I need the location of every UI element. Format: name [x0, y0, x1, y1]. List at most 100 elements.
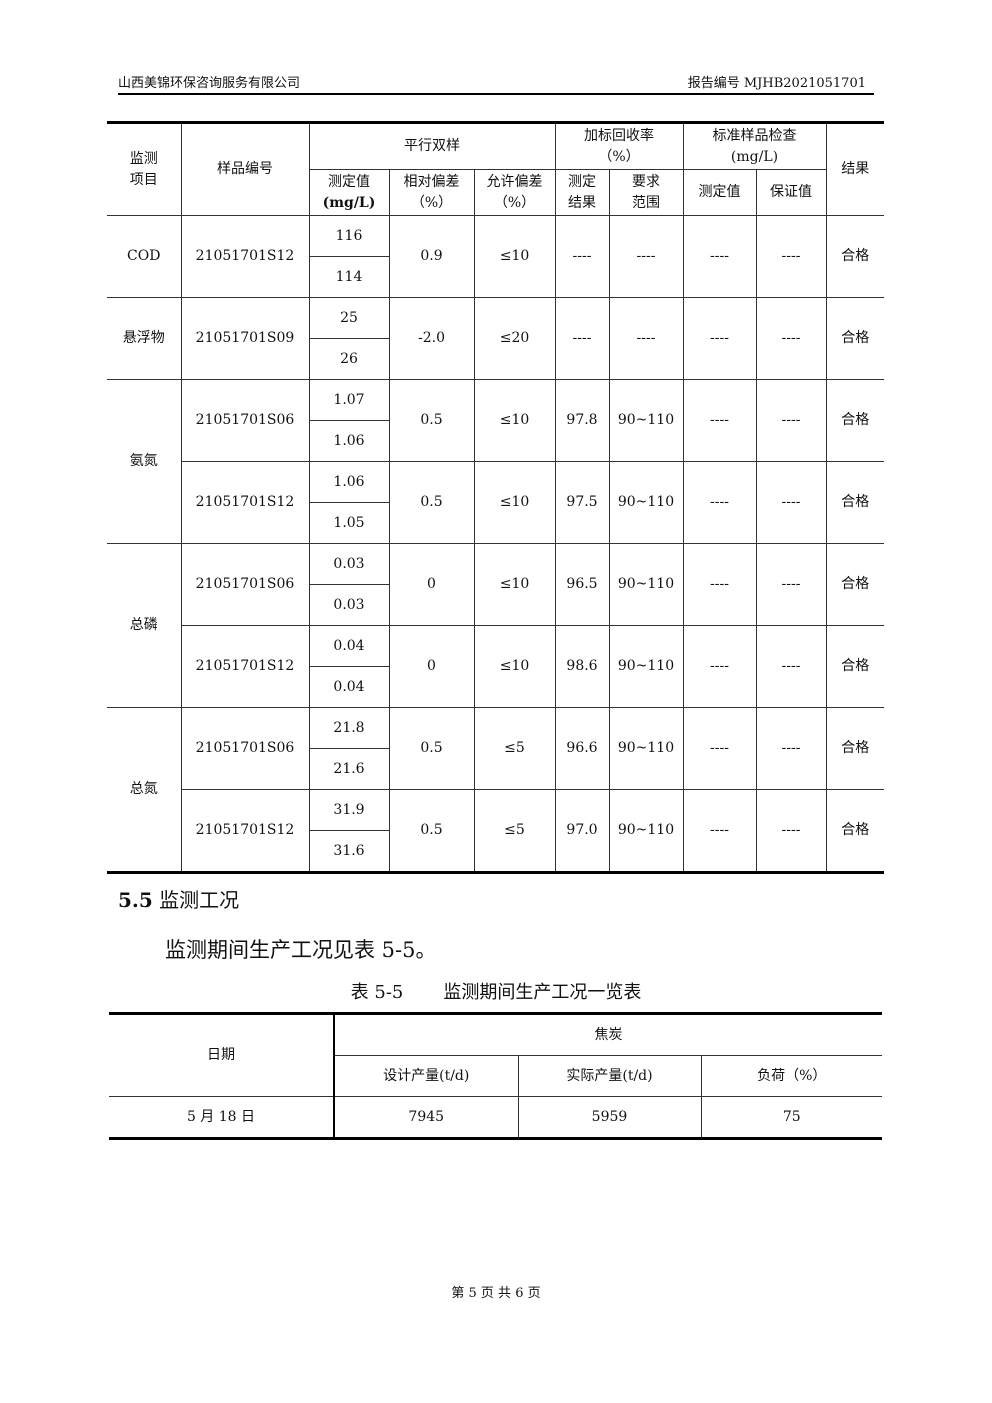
section-paragraph: 监测期间生产工况见表 5-5。 — [165, 938, 437, 962]
cell-value-2: 114 — [309, 256, 390, 298]
qc-table: 监测项目 样品编号 平行双样 加标回收率（%） 标准样品检查(mg/L) 结果 … — [107, 121, 884, 874]
cell-spike-result: 98.6 — [554, 625, 610, 708]
header-sample-no: 样品编号 — [180, 122, 310, 216]
cell-std-guaranteed: ---- — [755, 379, 827, 462]
header-parallel: 平行双样 — [308, 122, 556, 170]
cell-spike-range: 90~110 — [608, 379, 684, 462]
table-row: 0.04 — [107, 666, 884, 708]
cell-item: COD — [107, 215, 182, 298]
cell-sample-no: 21051701S12 — [181, 625, 310, 708]
cell-rel-dev: 0.5 — [388, 707, 475, 790]
cell-value-1: 21.8 — [308, 707, 390, 749]
header-standard: 标准样品检查(mg/L) — [682, 122, 827, 170]
cell-sample-no: 21051701S06 — [180, 543, 310, 626]
table-row: 31.6 — [107, 830, 884, 873]
header-std-measured: 测定值 — [682, 169, 757, 216]
cell-spike-result: 97.8 — [554, 379, 610, 462]
cell-sample-no: 21051701S12 — [181, 461, 310, 544]
cell-value-1: 0.03 — [308, 543, 390, 585]
cell-spike-range: 90~110 — [608, 789, 684, 873]
cell-std-measured: ---- — [682, 789, 757, 873]
cell-rel-dev: 0 — [388, 543, 475, 626]
header-result: 结果 — [825, 122, 884, 216]
cell-result: 合格 — [825, 543, 884, 626]
cell-allow-dev: ≤5 — [473, 789, 556, 873]
cell-spike-range: 90~110 — [608, 625, 684, 708]
cell-value-2: 21.6 — [309, 748, 390, 790]
cell-result: 合格 — [825, 297, 884, 380]
table-row: 0.03 — [107, 584, 884, 626]
cell-item: 悬浮物 — [107, 297, 182, 380]
cell-allow-dev: ≤10 — [473, 461, 556, 544]
table-row: 悬浮物 21051701S09 25 -2.0 ≤20 ---- ---- ---- ---- 合… — [107, 297, 884, 380]
cell-sample-no: 21051701S06 — [180, 379, 310, 462]
cell-spike-range: ---- — [608, 297, 684, 380]
cell-rel-dev: 0.5 — [388, 461, 475, 544]
table-row: COD 21051701S12 116 0.9 ≤10 ---- ---- ---- ---- 合… — [107, 215, 884, 298]
header-spike: 加标回收率（%） — [554, 122, 684, 170]
table-row: 21051701S12 31.9 0.5 ≤5 97.0 90~110 ---- ---- 合格 — [107, 789, 884, 873]
table-row: 21.6 — [107, 748, 884, 790]
cell-result: 合格 — [825, 707, 884, 790]
header-design: 设计产量(t/d) — [334, 1055, 518, 1097]
cell-date: 5 月 18 日 — [109, 1096, 335, 1139]
cell-std-measured: ---- — [682, 461, 757, 544]
header-actual: 实际产量(t/d) — [517, 1055, 701, 1097]
cell-sample-no: 21051701S06 — [180, 707, 310, 790]
cell-std-measured: ---- — [682, 379, 757, 462]
cell-result: 合格 — [825, 461, 884, 544]
header-spike-result: 测定结果 — [554, 169, 610, 216]
header-date: 日期 — [109, 1013, 335, 1097]
cell-item: 氨氮 — [107, 379, 182, 544]
cell-std-guaranteed: ---- — [755, 215, 827, 298]
cell-allow-dev: ≤20 — [473, 297, 556, 380]
cell-value-2: 1.05 — [309, 502, 390, 544]
cell-allow-dev: ≤10 — [473, 215, 556, 298]
cell-item: 总氮 — [107, 707, 182, 873]
cell-load: 75 — [700, 1096, 883, 1139]
cell-std-guaranteed: ---- — [755, 297, 827, 380]
cell-spike-result: 96.5 — [554, 543, 610, 626]
cell-rel-dev: 0.5 — [388, 789, 475, 873]
cell-std-measured: ---- — [682, 707, 757, 790]
cell-allow-dev: ≤10 — [473, 379, 556, 462]
cell-std-guaranteed: ---- — [755, 543, 827, 626]
header-rule — [118, 93, 874, 95]
cell-std-measured: ---- — [682, 543, 757, 626]
cell-result: 合格 — [825, 625, 884, 708]
table-caption: 表 5-5 监测期间生产工况一览表 — [350, 982, 642, 1003]
company-name: 山西美锦环保咨询服务有限公司 — [118, 76, 301, 91]
cell-allow-dev: ≤5 — [473, 707, 556, 790]
header-coke: 焦炭 — [334, 1013, 883, 1056]
cell-value-2: 31.6 — [309, 830, 390, 873]
cell-item: 总磷 — [107, 543, 182, 708]
cell-value-2: 0.04 — [309, 666, 390, 708]
cell-std-guaranteed: ---- — [755, 707, 827, 790]
report-number: 报告编号 MJHB2021051701 — [687, 76, 866, 91]
header-allow-dev: 允许偏差（%） — [473, 169, 556, 216]
table-row: 总氮 21051701S06 21.8 0.5 ≤5 96.6 90~110 ---- ----… — [107, 707, 884, 873]
cell-spike-result: ---- — [554, 215, 610, 298]
header-rel-dev: 相对偏差（%） — [388, 169, 475, 216]
cell-value-2: 26 — [309, 338, 390, 380]
cell-value-2: 1.06 — [309, 420, 390, 462]
cell-spike-range: ---- — [608, 215, 684, 298]
cell-spike-range: 90~110 — [608, 707, 684, 790]
cell-value-1: 0.04 — [308, 625, 390, 667]
cell-value-1: 25 — [308, 297, 390, 339]
table-row: 1.06 — [107, 420, 884, 462]
cell-std-measured: ---- — [682, 215, 757, 298]
cell-std-guaranteed: ---- — [755, 789, 827, 873]
cell-value-2: 0.03 — [309, 584, 390, 626]
cell-std-guaranteed: ---- — [755, 625, 827, 708]
cell-actual: 5959 — [517, 1096, 701, 1139]
table-row: 氨氮 21051701S06 1.07 0.5 ≤10 97.8 90~110 ---- ---… — [107, 379, 884, 544]
cell-spike-result: 97.5 — [554, 461, 610, 544]
cell-std-measured: ---- — [682, 625, 757, 708]
table-row: 114 — [107, 256, 884, 298]
header-spike-range: 要求范围 — [608, 169, 684, 216]
header-measured: 测定值 (mg/L) — [309, 169, 390, 216]
table-row: 5 月 18 日 7945 5959 75 — [109, 1096, 883, 1139]
cell-result: 合格 — [825, 215, 884, 298]
header-std-guaranteed: 保证值 — [755, 169, 827, 216]
